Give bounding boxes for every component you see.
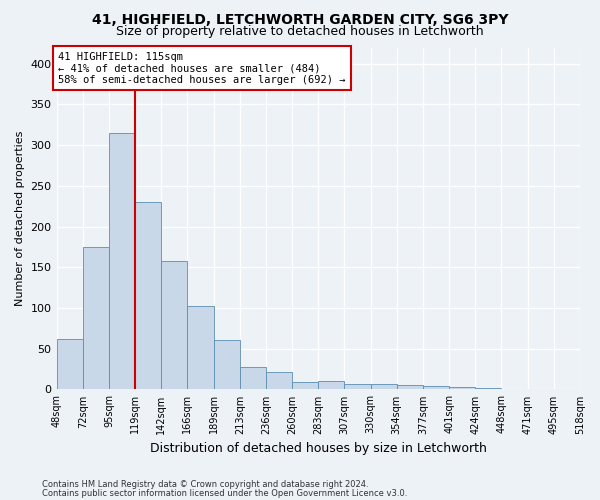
Bar	[292, 382, 318, 390]
Bar	[318, 382, 344, 390]
Bar	[135, 202, 161, 390]
Bar	[187, 306, 214, 390]
Bar	[109, 133, 135, 390]
Bar	[266, 372, 292, 390]
Text: Contains HM Land Registry data © Crown copyright and database right 2024.: Contains HM Land Registry data © Crown c…	[42, 480, 368, 489]
Text: Size of property relative to detached houses in Letchworth: Size of property relative to detached ho…	[116, 25, 484, 38]
Bar	[161, 261, 187, 390]
Bar	[344, 384, 371, 390]
Bar	[475, 388, 502, 390]
Bar	[83, 247, 109, 390]
Text: 41, HIGHFIELD, LETCHWORTH GARDEN CITY, SG6 3PY: 41, HIGHFIELD, LETCHWORTH GARDEN CITY, S…	[92, 12, 508, 26]
Bar	[502, 388, 527, 390]
Y-axis label: Number of detached properties: Number of detached properties	[15, 131, 25, 306]
Text: Contains public sector information licensed under the Open Government Licence v3: Contains public sector information licen…	[42, 490, 407, 498]
Text: 41 HIGHFIELD: 115sqm
← 41% of detached houses are smaller (484)
58% of semi-deta: 41 HIGHFIELD: 115sqm ← 41% of detached h…	[58, 52, 346, 85]
Bar	[214, 340, 240, 390]
Bar	[423, 386, 449, 390]
Bar	[56, 339, 83, 390]
Bar	[527, 388, 554, 390]
Bar	[371, 384, 397, 390]
Bar	[240, 366, 266, 390]
Bar	[397, 386, 423, 390]
X-axis label: Distribution of detached houses by size in Letchworth: Distribution of detached houses by size …	[150, 442, 487, 455]
Bar	[449, 387, 475, 390]
Bar	[554, 388, 580, 390]
